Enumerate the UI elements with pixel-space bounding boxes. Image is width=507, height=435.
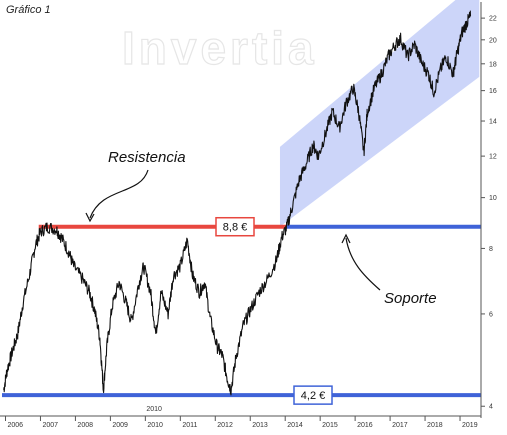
x-tick-label: 2009 bbox=[112, 422, 128, 429]
x-tick-label: 2013 bbox=[252, 422, 268, 429]
resistencia-label: Resistencia bbox=[108, 149, 186, 166]
resistencia-arrow bbox=[89, 169, 149, 219]
x-tick-label: 2012 bbox=[217, 422, 233, 429]
y-tick-label: 12 bbox=[489, 154, 497, 161]
chart-title: Gráfico 1 bbox=[6, 4, 51, 16]
y-tick-label: 10 bbox=[489, 195, 497, 202]
x-extra-label: 2010 bbox=[146, 406, 162, 413]
y-tick-label: 18 bbox=[489, 61, 497, 68]
x-tick-label: 2007 bbox=[42, 422, 58, 429]
x-tick-label: 2015 bbox=[322, 422, 338, 429]
x-tick-label: 2016 bbox=[357, 422, 373, 429]
resistencia-arrowhead bbox=[85, 212, 95, 223]
soporte-arrowhead bbox=[341, 233, 351, 244]
soporte-label: Soporte bbox=[384, 290, 437, 307]
x-tick-label: 2011 bbox=[182, 422, 197, 429]
chart-watermark: Invertia bbox=[122, 22, 318, 74]
resistance-value-box bbox=[215, 216, 255, 237]
y-tick-label: 6 bbox=[489, 311, 493, 318]
y-tick-label: 8 bbox=[489, 246, 493, 253]
price-series-line bbox=[3, 10, 472, 396]
resistance-value-label: 8,8 € bbox=[223, 222, 247, 234]
y-tick-label: 14 bbox=[489, 119, 497, 126]
support-value-label: 4,2 € bbox=[301, 390, 325, 402]
y-tick-label: 20 bbox=[489, 37, 497, 44]
x-tick-label: 2017 bbox=[392, 422, 408, 429]
trend-channel bbox=[279, 0, 480, 227]
x-tick-label: 2014 bbox=[287, 422, 303, 429]
y-tick-label: 4 bbox=[489, 404, 493, 411]
y-tick-label: 16 bbox=[489, 88, 497, 95]
soporte-arrow bbox=[345, 237, 381, 291]
y-tick-label: 22 bbox=[489, 16, 497, 23]
x-tick-label: 2018 bbox=[427, 422, 443, 429]
x-tick-label: 2010 bbox=[147, 422, 163, 429]
x-tick-label: 2019 bbox=[462, 422, 478, 429]
x-tick-label: 2006 bbox=[7, 422, 23, 429]
x-tick-label: 2008 bbox=[77, 422, 93, 429]
support-value-box bbox=[293, 385, 333, 405]
